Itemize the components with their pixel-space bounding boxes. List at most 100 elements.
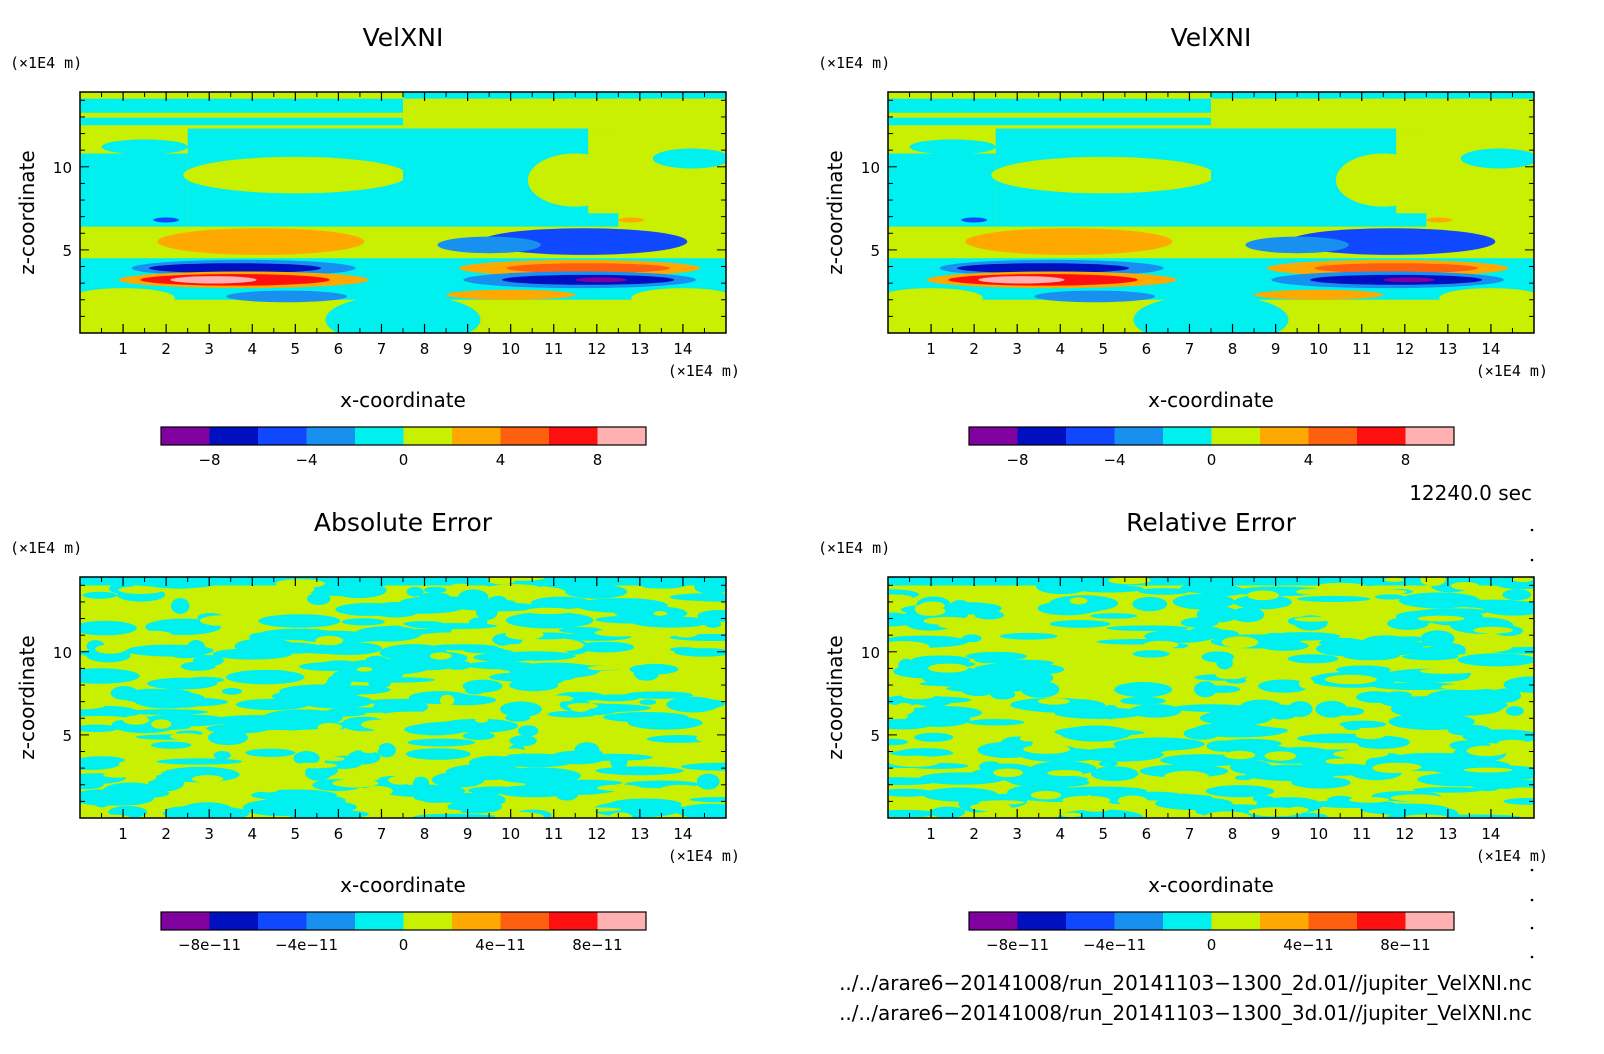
error-patch <box>1355 731 1386 740</box>
error-patch <box>1512 577 1534 583</box>
error-patch <box>897 748 952 757</box>
colorbar-tick-label: −4 <box>295 451 317 469</box>
error-patch <box>239 588 274 600</box>
orange-dot-right <box>1426 217 1453 223</box>
error-patch <box>500 701 542 717</box>
error-patch <box>973 662 1065 676</box>
error-patch <box>1069 597 1088 605</box>
band-left-2 <box>80 117 403 126</box>
panel-4: Relative Error(×1E4 m)1 2 3 4 5 6 7 8 9 10 11 12 13 1… <box>818 508 1548 954</box>
yellow-bottom-right <box>631 288 726 309</box>
error-patch <box>901 691 936 700</box>
error-patch <box>978 800 1025 805</box>
x-tick-label: 10 <box>501 825 520 843</box>
cyan-left-lobe <box>909 139 996 155</box>
x-tick-label: 2 <box>161 340 171 358</box>
cyan-bottom-center <box>325 294 481 333</box>
error-patch <box>1347 742 1360 752</box>
jet-left-peak <box>170 276 257 284</box>
error-patch <box>343 677 436 683</box>
error-patch <box>1390 794 1443 802</box>
error-patch <box>548 695 574 702</box>
error-patch <box>617 656 653 666</box>
error-patch <box>1019 736 1039 742</box>
cyan-left-edge <box>80 153 188 227</box>
error-patch <box>692 594 726 602</box>
error-patch <box>1238 628 1273 634</box>
band-upper-left <box>888 98 1211 113</box>
error-patch <box>1403 814 1447 818</box>
error-patch <box>362 785 393 797</box>
colorbar-swatch <box>597 912 646 930</box>
error-patch <box>431 772 485 788</box>
x-tick-label: 3 <box>204 340 214 358</box>
colorbar-swatch <box>1017 427 1066 445</box>
error-patch <box>302 637 386 643</box>
error-patch <box>142 697 228 707</box>
x-unit-label: (×1E4 m) <box>1476 847 1548 865</box>
colorbar-swatch <box>452 912 501 930</box>
x-tick-label: 11 <box>1352 340 1371 358</box>
error-patch <box>1463 767 1513 773</box>
error-patch <box>1461 765 1534 781</box>
error-patch <box>1204 685 1241 693</box>
yellow-right-block <box>588 128 726 214</box>
x-tick-label: 2 <box>969 340 979 358</box>
error-patch <box>1373 762 1422 772</box>
error-patch <box>1502 589 1532 601</box>
error-patch <box>1060 725 1131 742</box>
error-patch <box>1098 760 1118 767</box>
error-patch <box>1450 581 1480 590</box>
panel-1: VelXNI(×1E4 m)1 2 3 4 5 6 7 8 9 10 11 12 13 14510(×1E… <box>10 23 740 469</box>
colorbar-swatch <box>1017 912 1066 930</box>
chart-title: Absolute Error <box>314 508 493 537</box>
error-patch <box>1090 766 1139 782</box>
x-axis-label: x-coordinate <box>1148 388 1274 412</box>
error-patch <box>1132 650 1170 658</box>
error-patch <box>1457 653 1534 667</box>
yellow-bottom-left <box>80 288 175 309</box>
error-patch <box>181 802 233 817</box>
error-patch <box>260 670 294 681</box>
colorbar-swatch <box>1405 427 1454 445</box>
x-tick-label: 12 <box>587 340 606 358</box>
error-patch <box>1419 668 1475 674</box>
error-patch <box>558 627 603 634</box>
error-patch <box>487 577 517 585</box>
colorbar-swatch <box>258 427 307 445</box>
error-patch <box>1061 812 1082 818</box>
error-patch <box>249 632 272 642</box>
lblue-lens-right <box>1245 236 1349 254</box>
x-tick-label: 9 <box>463 825 473 843</box>
error-patch <box>1391 636 1427 642</box>
x-tick-label: 12 <box>1395 825 1414 843</box>
error-patch <box>930 806 966 818</box>
colorbar-swatch <box>1308 912 1357 930</box>
error-patch <box>407 738 476 747</box>
error-patch <box>669 647 697 653</box>
error-patch <box>1088 675 1121 688</box>
error-patch <box>305 764 333 781</box>
x-tick-label: 11 <box>1352 825 1371 843</box>
x-tick-label: 14 <box>673 340 692 358</box>
x-tick-label: 6 <box>1142 340 1152 358</box>
contour-field <box>80 577 726 818</box>
error-patch <box>1352 735 1410 749</box>
x-tick-label: 7 <box>1185 340 1195 358</box>
error-patch <box>888 612 912 627</box>
x-tick-label: 13 <box>630 340 649 358</box>
error-patch <box>635 680 653 691</box>
orange-lens-left <box>157 228 365 255</box>
x-tick-label: 7 <box>377 825 387 843</box>
error-patch <box>191 775 224 783</box>
colorbar-swatch <box>403 427 452 445</box>
x-tick-label: 13 <box>630 825 649 843</box>
error-patch <box>95 644 126 654</box>
y-unit-label: (×1E4 m) <box>818 539 890 557</box>
error-patch <box>151 719 172 729</box>
error-patch <box>624 691 693 699</box>
chart-title: VelXNI <box>1171 23 1252 52</box>
error-patch <box>1215 671 1247 680</box>
contour-field <box>888 92 1534 333</box>
error-patch <box>1365 636 1388 645</box>
